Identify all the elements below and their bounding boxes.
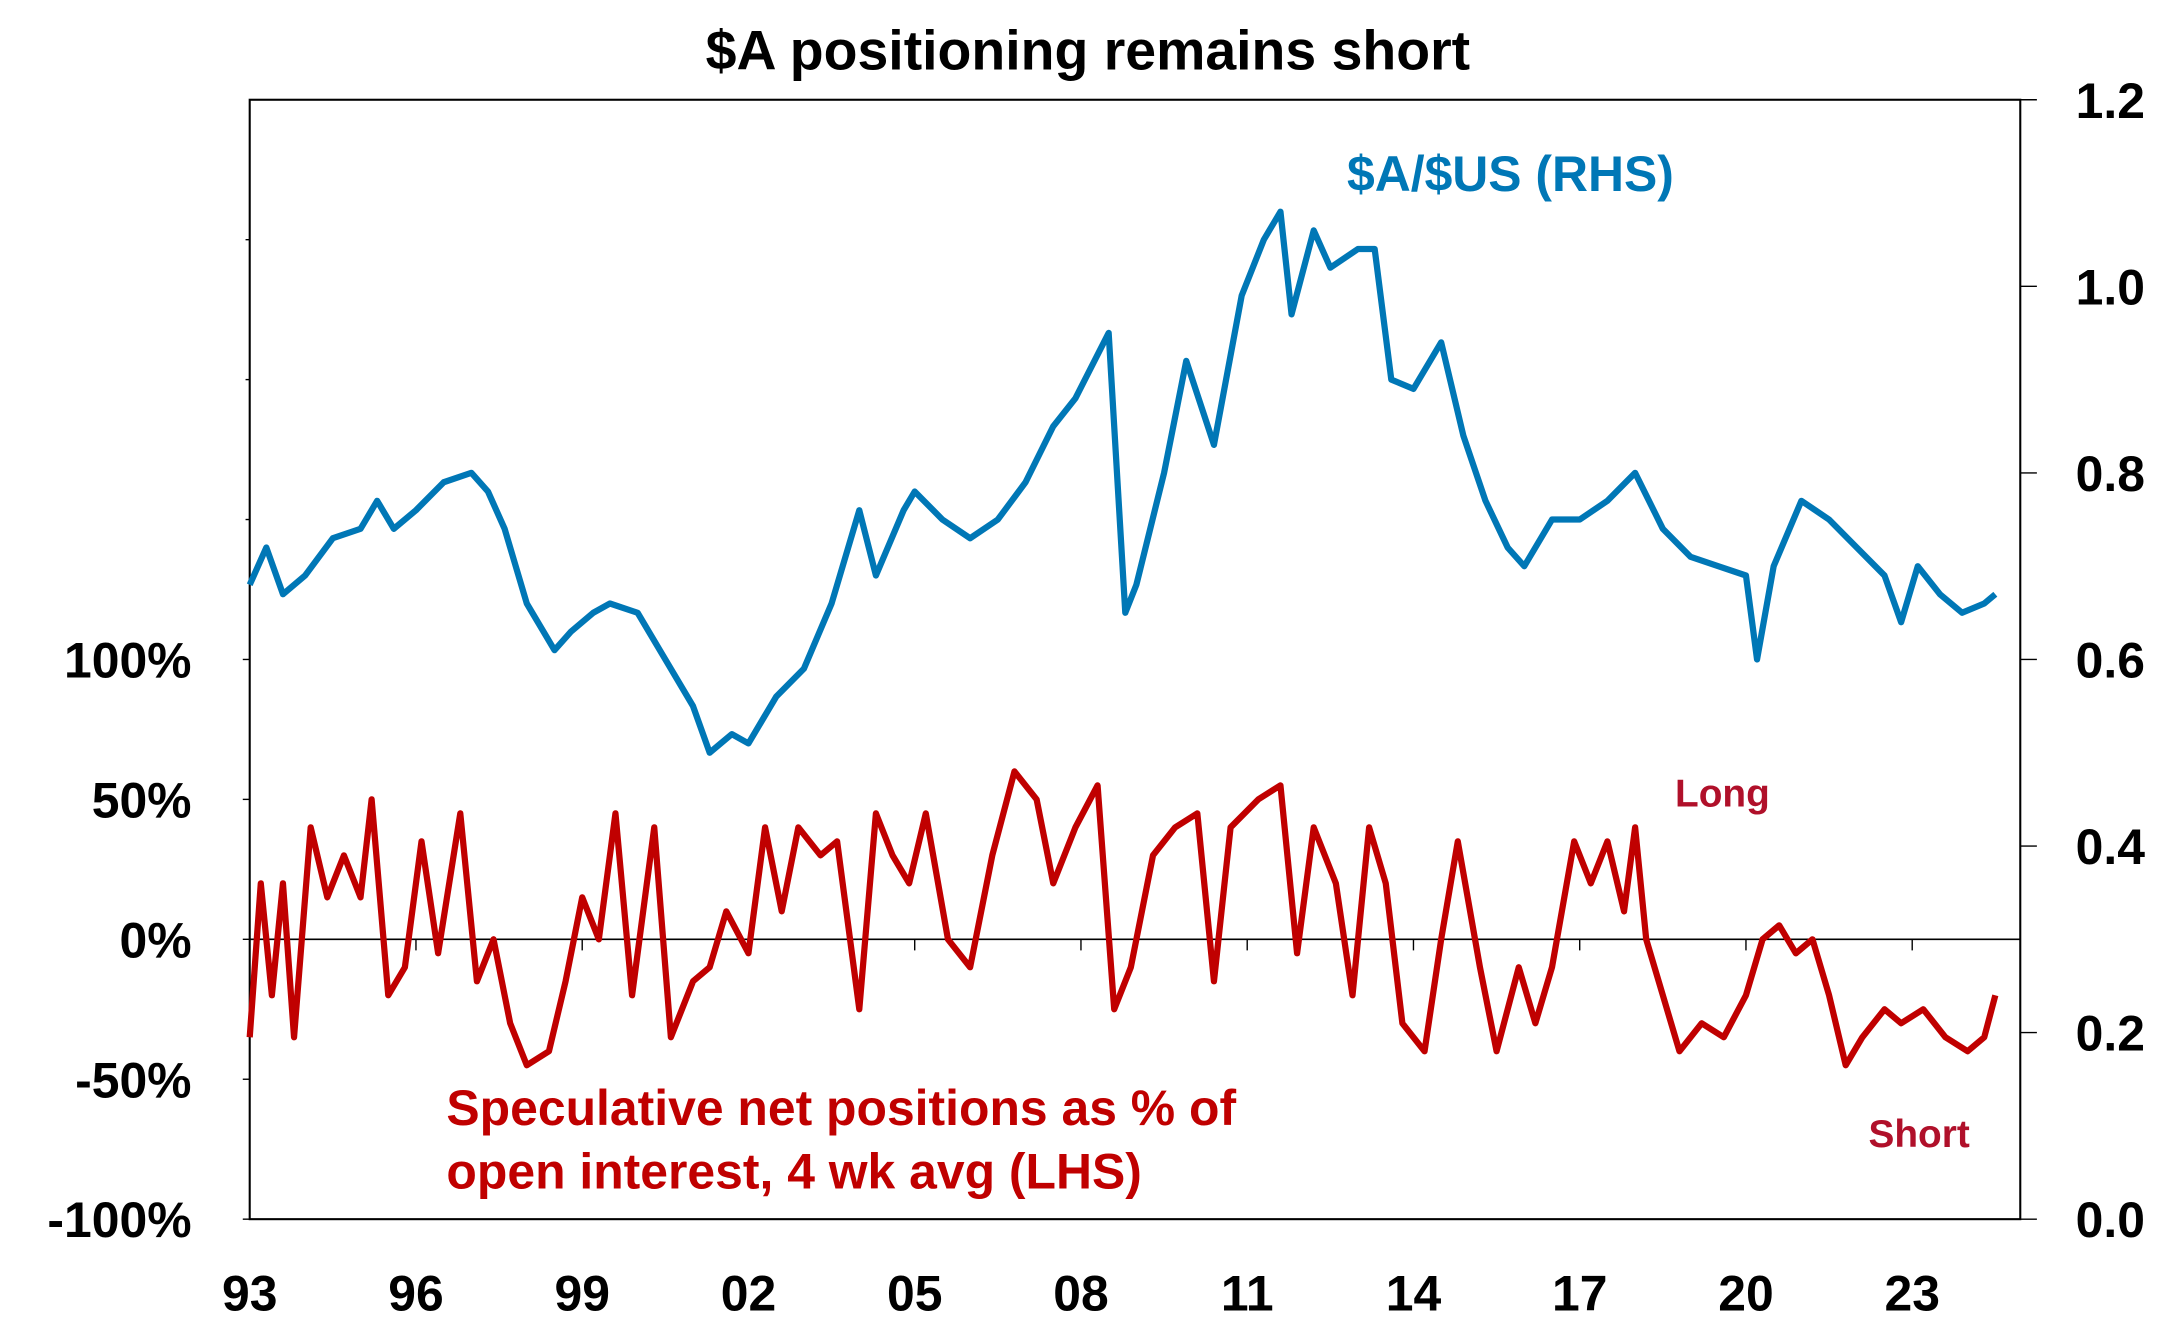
chart-title: $A positioning remains short	[706, 19, 1471, 81]
x-tick-label: 11	[1221, 1266, 1274, 1322]
x-tick-label: 99	[554, 1266, 609, 1322]
speculative-positions-line	[246, 768, 1999, 1069]
x-tick-label: 14	[1386, 1266, 1442, 1322]
spec-series-label-line2: open interest, 4 wk avg (LHS)	[446, 1144, 1141, 1200]
aud-usd-line	[246, 208, 1998, 756]
right-tick-label: 0.2	[2076, 1006, 2145, 1062]
x-tick-label: 20	[1718, 1266, 1773, 1322]
right-tick-label: 0.6	[2076, 632, 2145, 688]
aud-series-label: $A/$US (RHS)	[1347, 146, 1674, 202]
right-tick-label: 0.0	[2076, 1192, 2145, 1248]
x-tick-label: 08	[1053, 1266, 1108, 1322]
left-tick-label: -50%	[75, 1052, 191, 1108]
left-tick-label: 0%	[119, 912, 191, 968]
left-tick-label: 100%	[64, 632, 192, 688]
right-tick-label: 0.8	[2076, 446, 2145, 502]
x-tick-label: 23	[1884, 1266, 1939, 1322]
right-tick-label: 1.0	[2076, 259, 2145, 315]
right-tick-label: 0.4	[2076, 819, 2146, 875]
x-tick-label: 96	[388, 1266, 443, 1322]
spec-series-label-line1: Speculative net positions as % of	[446, 1080, 1236, 1136]
x-tick-label: 17	[1552, 1266, 1607, 1322]
long-annotation: Long	[1675, 772, 1770, 815]
right-tick-label: 1.2	[2076, 73, 2145, 129]
left-tick-label: -100%	[47, 1192, 191, 1248]
left-tick-label: 50%	[92, 772, 192, 828]
x-tick-label: 05	[887, 1266, 942, 1322]
short-annotation: Short	[1869, 1113, 1970, 1156]
x-tick-label: 02	[721, 1266, 776, 1322]
x-tick-label: 93	[222, 1266, 277, 1322]
